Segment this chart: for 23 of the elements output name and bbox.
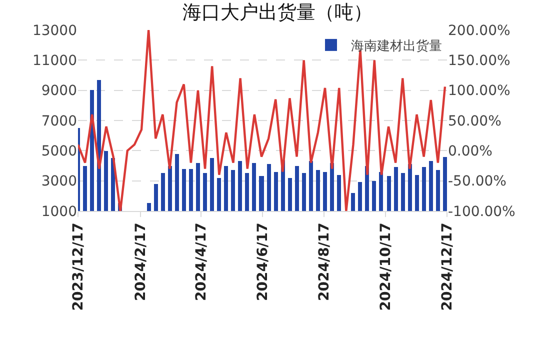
x-tick-label: 2024/4/17: [194, 222, 210, 302]
y2-tick-label: -50.00%: [448, 174, 506, 190]
y-tick-label: 7000: [41, 113, 77, 130]
x-tick-label: 2024/8/17: [316, 222, 333, 302]
y-tick-label: 13000: [32, 22, 77, 39]
y2-tick-label: 50.00%: [448, 113, 502, 130]
y-tick-label: 5000: [41, 144, 77, 160]
x-tick-label: 2024/12/17: [440, 222, 456, 311]
x-tick-label: 2023/12/17: [70, 222, 87, 311]
y-tick-label: 1000: [41, 204, 77, 220]
y2-tick-label: -100.00%: [448, 204, 516, 220]
legend-label: 海南建材出货量: [351, 39, 442, 54]
chart-title: 海口大户出货量（吨）: [182, 2, 372, 24]
x-tick-label: 2024/10/17: [378, 222, 394, 311]
y2-tick-label: 0.00%: [448, 144, 492, 160]
x-tick-label: 2024/2/17: [133, 222, 150, 302]
x-tick-label: 2024/6/17: [255, 222, 272, 302]
y-tick-label: 3000: [41, 174, 77, 190]
y-tick-label: 11000: [32, 53, 77, 70]
y2-tick-label: 200.00%: [448, 22, 510, 39]
y2-tick-label: 100.00%: [448, 83, 510, 100]
y2-tick-label: 150.00%: [448, 53, 510, 70]
y-tick-label: 9000: [41, 83, 77, 100]
